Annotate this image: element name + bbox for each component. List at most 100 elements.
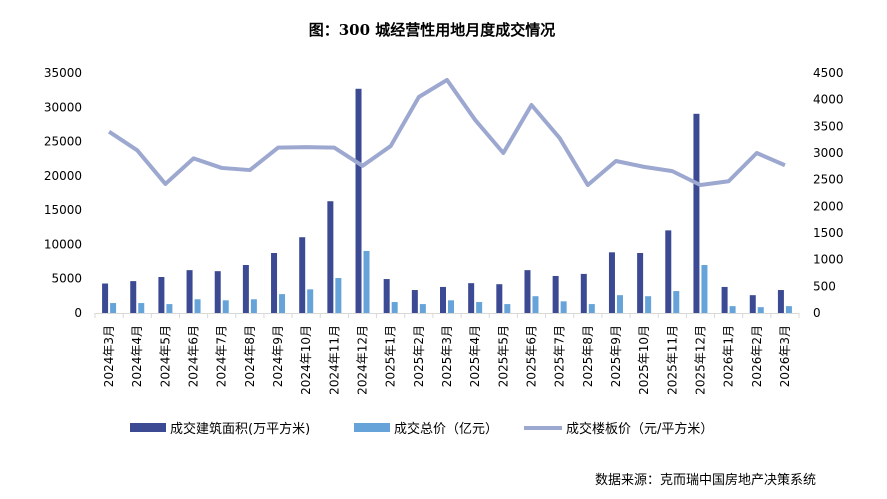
chart-title: 图：300 城经营性用地月度成交情况 (309, 21, 556, 39)
price-total-bar (166, 304, 173, 313)
x-tick-label: 2024年9月 (271, 325, 285, 387)
price-total-bar (757, 307, 764, 313)
legend-label-total: 成交总价（亿元） (394, 421, 498, 437)
price-total-bar (729, 306, 736, 313)
area-bar (468, 283, 475, 313)
x-tick-label: 2025年2月 (412, 325, 426, 387)
price-total-bar (419, 304, 426, 313)
source-note: 数据来源：克而瑞中国房地产决策系统 (595, 472, 816, 488)
left-tick-label: 5000 (51, 272, 82, 286)
price-total-bar (448, 300, 454, 313)
right-tick-label: 2000 (813, 199, 844, 213)
price-total-bar (222, 300, 229, 313)
x-tick-label: 2024年7月 (215, 325, 229, 387)
x-tick-label: 2024年3月 (102, 325, 116, 387)
price-total-bar (279, 294, 286, 313)
left-tick-label: 10000 (44, 237, 82, 251)
legend-swatch-total (354, 423, 390, 432)
left-tick-label: 30000 (44, 100, 82, 114)
price-total-bar (307, 289, 314, 313)
x-tick-label: 2026年1月 (722, 325, 736, 387)
x-tick-label: 2026年2月 (750, 325, 764, 387)
x-tick-label: 2025年7月 (553, 325, 567, 387)
x-tick-label: 2024年10月 (299, 325, 313, 395)
left-axis: 0 5000 10000 15000 20000 25000 30000 35000 (44, 66, 82, 320)
price-total-bar (785, 306, 792, 313)
area-bar (327, 201, 334, 313)
right-tick-label: 1500 (813, 226, 844, 240)
x-axis: 2024年3月 2024年4月 2024年5月 2024年6月 2024年7月 2024年… (94, 313, 800, 395)
price-line-path (107, 77, 786, 187)
x-tick-label: 2025年11月 (665, 325, 679, 395)
price-total-bar (504, 304, 511, 313)
price-total-bar (532, 296, 539, 313)
price-total-bar (391, 302, 398, 313)
right-tick-label: 3000 (813, 146, 844, 160)
area-bar (721, 286, 728, 313)
area-bar (383, 279, 390, 313)
right-tick-label: 4500 (813, 66, 844, 80)
x-tick-label: 2026年3月 (778, 325, 792, 387)
price-total-bar (250, 299, 257, 313)
legend: 成交建筑面积(万平方米) 成交总价（亿元） 成交楼板价（元/平方米） (130, 421, 713, 437)
x-tick-label: 2024年5月 (158, 325, 172, 387)
area-bar (524, 270, 531, 313)
price-total-bar (138, 303, 145, 313)
area-bar (637, 253, 644, 313)
price-total-bar (560, 301, 567, 313)
area-bar (749, 295, 756, 313)
price-total-bar (588, 304, 595, 313)
legend-swatch-area (130, 423, 166, 432)
x-tick-label: 2025年3月 (440, 325, 454, 387)
x-tick-label: 2024年4月 (130, 325, 144, 387)
x-tick-label: 2024年11月 (327, 325, 341, 395)
x-tick-label: 2025年5月 (496, 325, 510, 387)
x-tick-label: 2024年12月 (356, 325, 370, 395)
price-total-bar (645, 296, 652, 313)
price-total-bar (673, 291, 680, 313)
left-tick-label: 0 (74, 306, 82, 320)
price-line (107, 77, 786, 187)
right-tick-label: 0 (813, 306, 821, 320)
price-total-bar (701, 265, 708, 313)
x-tick-label: 2024年6月 (187, 325, 201, 387)
left-tick-label: 15000 (44, 203, 82, 217)
x-tick-label: 2025年12月 (693, 325, 707, 395)
x-tick-label: 2024年8月 (243, 325, 257, 387)
left-tick-label: 35000 (44, 66, 82, 80)
area-bar (242, 265, 249, 313)
area-bar (130, 281, 137, 313)
area-bar (102, 283, 109, 313)
area-bar (271, 253, 278, 313)
x-tick-label: 2025年9月 (609, 325, 623, 387)
price-total-bar (363, 250, 370, 313)
area-bar (580, 273, 587, 313)
legend-label-price: 成交楼板价（元/平方米） (566, 421, 713, 437)
area-bar (665, 230, 672, 313)
price-total-bar (335, 278, 342, 313)
x-tick-label: 2025年6月 (524, 325, 538, 387)
area-bar (158, 277, 165, 313)
left-tick-label: 20000 (44, 169, 82, 183)
area-bar (214, 271, 221, 313)
area-bar (355, 88, 362, 314)
price-total-bar (476, 302, 483, 313)
right-tick-label: 1000 (813, 253, 844, 267)
x-tick-label: 2025年1月 (384, 325, 398, 387)
area-bar (186, 270, 193, 313)
price-total-bar (194, 299, 201, 313)
area-bar (496, 284, 503, 313)
area-bar (299, 237, 306, 313)
price-total-bar (110, 303, 117, 313)
x-tick-label: 2025年4月 (468, 325, 482, 387)
area-bar (693, 113, 700, 313)
area-bar (411, 290, 418, 313)
x-tick-label: 2025年8月 (581, 325, 595, 387)
x-tick-label: 2025年10月 (637, 325, 651, 395)
left-tick-label: 25000 (44, 135, 82, 149)
area-bar (440, 286, 446, 313)
area-bar (777, 290, 784, 313)
bars (102, 88, 792, 314)
right-tick-label: 500 (813, 279, 836, 293)
legend-label-area: 成交建筑面积(万平方米) (170, 421, 310, 437)
